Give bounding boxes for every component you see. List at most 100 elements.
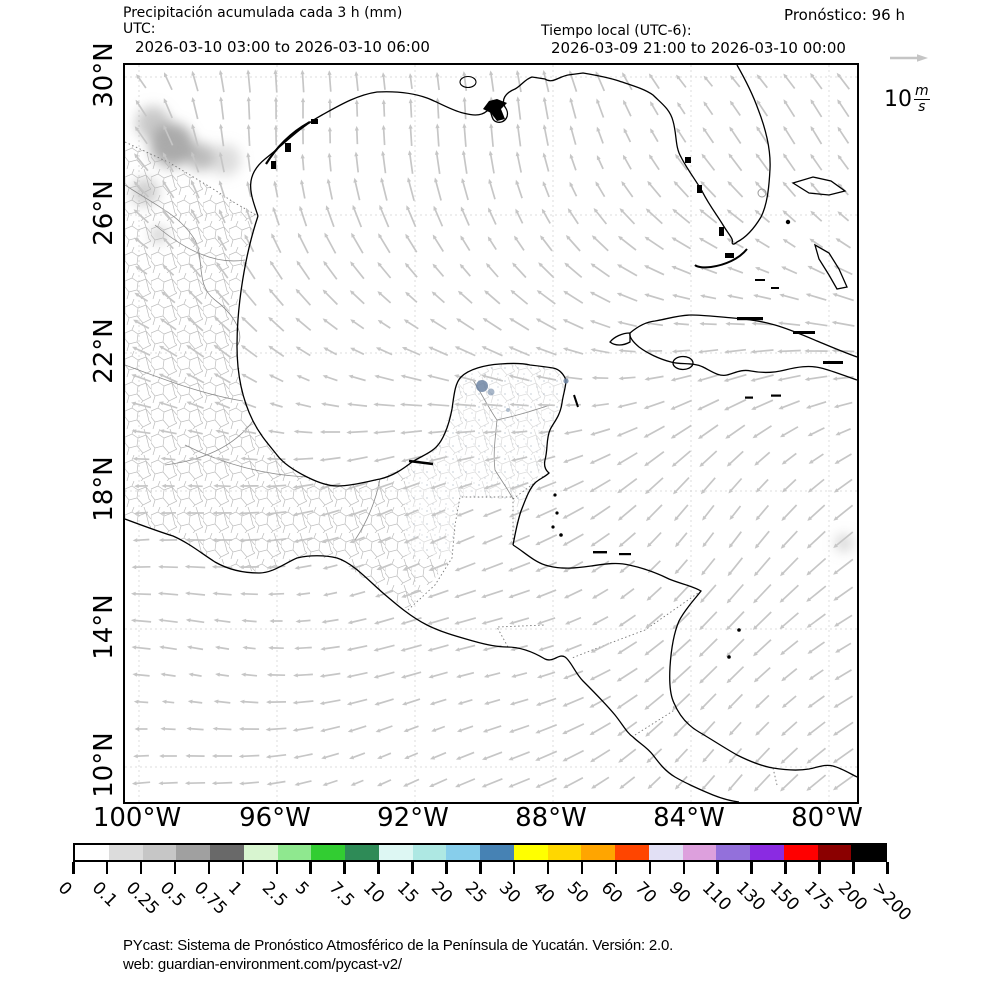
y-tick-label: 30°N (89, 42, 119, 108)
colorbar-segment (750, 845, 784, 860)
colorbar-tick (716, 862, 719, 874)
colorbar-tick (207, 862, 211, 874)
colorbar-tick-label: 1 (223, 878, 246, 900)
colorbar-tick (139, 862, 143, 874)
x-tick-label: 84°W (653, 803, 725, 833)
colorbar-tick-label: 20 (426, 878, 457, 908)
colorbar-tick-label: 30 (494, 878, 525, 908)
utc-label: UTC: (123, 21, 156, 37)
colorbar-segment (75, 845, 109, 860)
colorbar-tick-label: 25 (460, 878, 491, 908)
colorbar-tick (614, 862, 618, 874)
y-tick-label: 10°N (89, 732, 119, 798)
municipal-boundaries-texture (125, 142, 566, 610)
colorbar-tick (852, 862, 855, 874)
colorbar-segment (648, 845, 683, 860)
colorbar-tick (479, 862, 482, 874)
colorbar-tick-label: 150 (766, 878, 804, 916)
colorbar-tick-label: 7.5 (325, 878, 359, 912)
colorbar-tick (105, 862, 109, 874)
local-time-range: 2026-03-09 21:00 to 2026-03-10 00:00 (551, 39, 846, 57)
wind-scale-unit: m s (914, 83, 930, 115)
wind-vector-arrows (130, 69, 855, 792)
map-title: Precipitación acumulada cada 3 h (mm) (123, 5, 403, 21)
colorbar-segment (851, 845, 885, 860)
colorbar-segment (783, 845, 818, 860)
island-blobs (271, 75, 843, 659)
x-tick-label: 100°W (92, 803, 182, 833)
colorbar-segment (142, 845, 177, 860)
colorbar-tick (173, 862, 177, 874)
colorbar-tick (648, 862, 652, 874)
colorbar-tick (818, 862, 821, 874)
wind-reference-arrow-icon (890, 54, 928, 62)
colorbar-tick-label: 0.75 (189, 878, 231, 919)
geographic-map (125, 65, 857, 802)
colorbar-tick-label: 10 (359, 878, 389, 908)
colorbar-segment (615, 845, 649, 860)
colorbar-tick (343, 862, 346, 874)
colorbar-segment (412, 845, 447, 860)
colorbar-tick (411, 862, 414, 874)
colorbar-tick-label: 90 (664, 878, 694, 908)
state-boundaries (125, 184, 551, 541)
colorbar-tick-label: 110 (698, 878, 736, 916)
colorbar-tick-label: 200 (833, 878, 872, 916)
x-tick-label: 92°W (377, 803, 449, 833)
colorbar-segment (716, 845, 750, 860)
colorbar-tick-label: 50 (562, 878, 593, 908)
colorbar-tick-label: 5 (291, 878, 314, 900)
colorbar-tick (784, 862, 787, 874)
colorbar-tick-label: >200 (867, 878, 916, 926)
colorbar-tick-label: 0.1 (87, 878, 122, 912)
colorbar-segment (243, 845, 278, 860)
colorbar-segment (480, 845, 514, 860)
x-tick-label: 96°W (239, 803, 311, 833)
colorbar-tick (309, 862, 312, 874)
colorbar-segment (547, 845, 582, 860)
local-time-label: Tiempo local (UTC-6): (541, 23, 692, 39)
coastlines (125, 65, 857, 802)
colorbar-tick-label: 2.5 (257, 878, 291, 912)
colorbar-tick (72, 862, 75, 874)
wind-scale-label: 10 m s (884, 84, 930, 114)
colorbar-segment (378, 845, 413, 860)
forecast-horizon: Pronóstico: 96 h (784, 6, 905, 24)
colorbar-tick-label: 40 (528, 878, 559, 908)
y-tick-label: 18°N (89, 456, 119, 522)
colorbar-segment (277, 845, 312, 860)
colorbar-segment (345, 845, 379, 860)
x-tick-label: 88°W (515, 803, 587, 833)
colorbar-tick (241, 862, 245, 874)
colorbar-tick (275, 862, 278, 874)
colorbar-tick (377, 862, 380, 874)
colorbar-segment (108, 845, 143, 860)
colorbar-tick-label: 130 (732, 878, 770, 916)
colorbar-tick (886, 862, 889, 874)
colorbar-segment (513, 845, 548, 860)
colorbar-tick-label: 70 (630, 878, 660, 908)
colorbar-tick-label: 0.25 (121, 878, 163, 919)
y-tick-label: 26°N (89, 180, 119, 246)
y-tick-label: 14°N (89, 594, 119, 660)
colorbar-segment (311, 845, 345, 860)
y-tick-label: 22°N (89, 318, 119, 384)
colorbar-tick-label: 175 (800, 878, 838, 916)
colorbar-tick (445, 862, 448, 874)
colorbar-segment (210, 845, 244, 860)
colorbar-tick (750, 862, 753, 874)
colorbar-tick-label: 15 (393, 878, 423, 908)
colorbar-tick-label: 0 (53, 878, 76, 900)
precipitation-colorbar (73, 843, 887, 862)
x-tick-label: 80°W (791, 803, 863, 833)
utc-range: 2026-03-10 03:00 to 2026-03-10 06:00 (135, 38, 430, 56)
footer-web-line: web: guardian-environment.com/pycast-v2/ (123, 956, 402, 973)
map-plot-area (123, 63, 859, 804)
colorbar-segment (176, 845, 210, 860)
colorbar-tick (546, 862, 550, 874)
footer-system-line: PYcast: Sistema de Pronóstico Atmosféric… (123, 937, 674, 954)
urban-clusters (476, 378, 569, 412)
wind-scale-value: 10 (884, 86, 912, 112)
colorbar-tick (580, 862, 584, 874)
